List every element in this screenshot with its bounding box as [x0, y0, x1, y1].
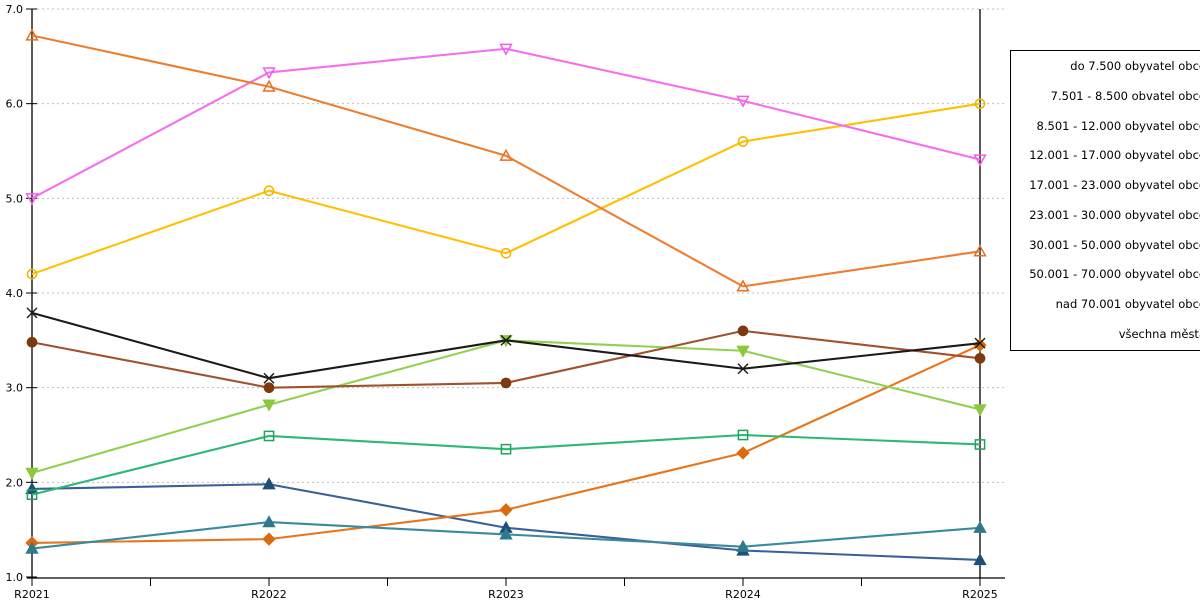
square-marker — [737, 429, 749, 441]
triangle-down-marker — [973, 154, 987, 167]
series-line-5 — [31, 102, 981, 276]
triangle-up-marker — [736, 539, 750, 552]
circle-marker — [26, 268, 38, 280]
y-axis-label: 3.0 — [6, 382, 24, 395]
x-axis-label: R2024 — [725, 588, 761, 600]
diamond-marker — [973, 338, 987, 352]
y-axis-label: 1.0 — [6, 571, 24, 584]
square-marker — [974, 439, 986, 450]
y-axis-label: 7.0 — [6, 3, 24, 16]
series-line-7 — [31, 34, 981, 288]
circle-marker — [737, 325, 749, 337]
triangle-down-marker — [973, 404, 987, 417]
legend-item: všechna města — [1118, 326, 1200, 341]
triangle-up-marker — [973, 244, 987, 257]
legend-item: nad 70.001 obyvatel obce — [1055, 297, 1200, 312]
square-marker — [263, 430, 275, 442]
triangle-down-marker — [262, 67, 276, 80]
square-marker — [500, 443, 512, 455]
circle-marker — [500, 377, 512, 389]
triangle-up-marker — [262, 515, 276, 528]
legend-item: do 7.500 obyvatel obce — [1070, 59, 1200, 73]
triangle-up-marker — [25, 28, 39, 41]
x-marker — [974, 337, 986, 349]
circle-marker — [263, 382, 275, 394]
legend-item: 7.501 - 8.500 obvatel obce — [1050, 88, 1200, 103]
square-marker — [26, 489, 38, 500]
legend-item: 12.001 - 17.000 obyvatel obce — [1029, 148, 1200, 163]
diamond-marker — [736, 446, 750, 460]
x-axis-label: R2025 — [962, 588, 998, 600]
triangle-up-marker — [736, 279, 750, 292]
legend-item: 30.001 - 50.000 obyvatel obce — [1029, 237, 1200, 252]
triangle-down-marker — [499, 43, 513, 56]
series-line-6 — [31, 47, 981, 200]
triangle-down-marker — [736, 345, 750, 358]
circle-marker — [737, 136, 749, 147]
legend-item: 8.501 - 12.000 obyvatel obce — [1036, 118, 1200, 133]
circle-marker — [263, 185, 275, 197]
legend-item: 17.001 - 23.000 obyvatel obce — [1029, 178, 1200, 193]
triangle-up-marker — [499, 527, 513, 540]
series-line-3 — [31, 339, 981, 474]
chart-legend: do 7.500 obyvatel obce 7.501 - 8.500 obva… — [1010, 50, 1200, 351]
triangle-up-marker — [262, 79, 276, 92]
x-marker — [500, 334, 512, 346]
x-axis-label: R2021 — [14, 588, 50, 600]
circle-marker — [974, 352, 986, 364]
legend-item: 23.001 - 30.000 obyvatel obce — [1029, 207, 1200, 222]
x-marker — [26, 307, 38, 319]
diamond-marker — [499, 503, 513, 517]
y-axis-label: 2.0 — [6, 476, 24, 489]
x-axis-label: R2022 — [251, 588, 287, 600]
series-line-4 — [31, 433, 981, 496]
triangle-down-marker — [736, 95, 750, 108]
triangle-up-marker — [973, 520, 987, 533]
y-axis-label: 4.0 — [6, 287, 24, 300]
triangle-down-marker — [25, 467, 39, 480]
triangle-up-marker — [25, 541, 39, 554]
triangle-up-marker — [499, 148, 513, 161]
triangle-down-marker — [262, 399, 276, 412]
x-marker — [263, 372, 275, 384]
triangle-up-marker — [25, 482, 39, 495]
legend-item: 50.001 - 70.000 obyvatel obce — [1029, 267, 1200, 282]
triangle-up-marker — [973, 553, 987, 566]
circle-marker — [26, 336, 38, 348]
y-axis-label: 5.0 — [6, 192, 24, 205]
triangle-down-marker — [25, 193, 39, 206]
diamond-marker — [262, 532, 276, 546]
y-axis-label: 6.0 — [6, 98, 24, 111]
circle-marker — [974, 98, 986, 110]
x-axis-label: R2023 — [488, 588, 524, 600]
triangle-up-marker — [262, 477, 276, 490]
circle-marker — [500, 247, 512, 259]
x-marker — [737, 363, 749, 375]
